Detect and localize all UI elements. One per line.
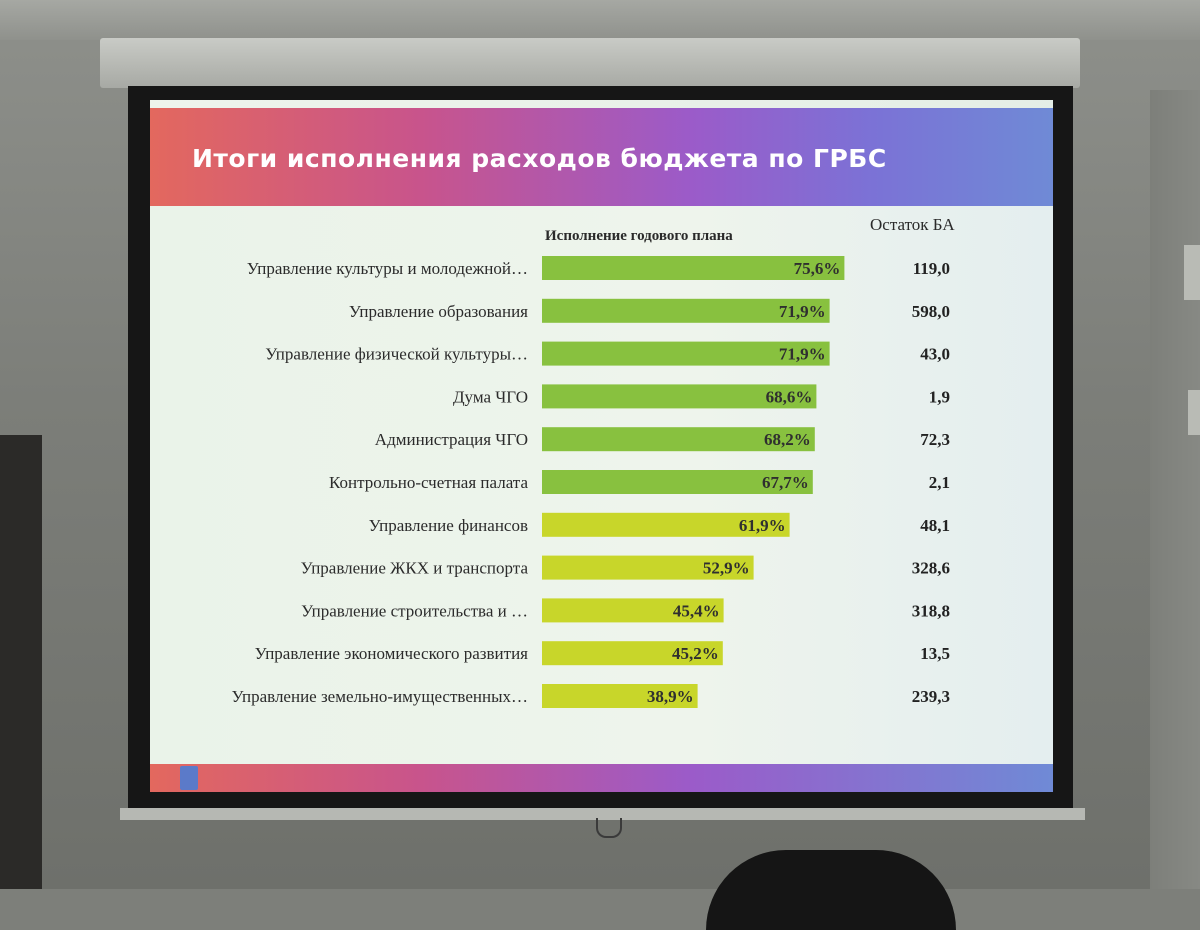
door-left	[0, 435, 42, 889]
rest-value-label: 328,6	[912, 559, 950, 578]
projector-screen-case	[100, 38, 1080, 88]
bar	[542, 512, 790, 537]
category-label: Управление физической культуры…	[265, 345, 528, 364]
bar	[542, 555, 754, 580]
rest-value-label: 239,3	[912, 687, 950, 706]
audience-head	[706, 850, 956, 930]
bar	[542, 641, 723, 666]
category-label: Управление культуры и молодежной…	[247, 259, 528, 278]
category-label: Дума ЧГО	[453, 387, 528, 406]
category-label: Управление финансов	[369, 516, 528, 535]
bar	[542, 341, 830, 366]
wall-switch	[1188, 390, 1200, 435]
rest-value-label: 2,1	[929, 473, 950, 492]
bar-value-label: 45,4%	[673, 601, 720, 620]
rest-value-label: 119,0	[913, 259, 950, 278]
bar-value-label: 61,9%	[739, 516, 786, 535]
title-band	[150, 108, 1053, 206]
rest-value-label: 48,1	[920, 516, 950, 535]
rest-value-label: 72,3	[920, 430, 950, 449]
bar-value-label: 75,6%	[794, 259, 841, 278]
bar	[542, 470, 813, 494]
bar-value-label: 52,9%	[703, 559, 750, 578]
bar-value-label: 71,9%	[779, 345, 826, 364]
screen-pull-handle	[596, 818, 622, 838]
city-emblem-icon	[180, 766, 198, 790]
bar-value-label: 38,9%	[647, 687, 694, 706]
plan-column-header: Исполнение годового плана	[545, 228, 733, 244]
bar	[542, 298, 830, 323]
bar	[542, 384, 817, 409]
category-label: Управление образования	[349, 302, 528, 321]
bar-value-label: 68,2%	[764, 430, 811, 449]
wall-switch	[1184, 245, 1200, 300]
bar-value-label: 71,9%	[779, 302, 826, 321]
rest-value-label: 43,0	[920, 345, 950, 364]
presentation-slide: Итоги исполнения расходов бюджета по ГРБ…	[150, 100, 1053, 792]
category-label: Управление земельно-имущественных…	[231, 687, 528, 706]
category-label: Управление строительства и …	[301, 601, 528, 620]
bar-value-label: 68,6%	[766, 387, 813, 406]
slide-title: Итоги исполнения расходов бюджета по ГРБ…	[192, 144, 887, 173]
bar	[542, 427, 815, 452]
category-label: Управление экономического развития	[255, 644, 529, 663]
bar	[542, 256, 845, 280]
category-label: Администрация ЧГО	[375, 430, 528, 449]
bar-value-label: 45,2%	[672, 644, 719, 663]
projector-screen-bottom-bar	[120, 808, 1085, 820]
wall-trim	[1150, 90, 1200, 889]
rest-value-label: 1,9	[929, 387, 950, 406]
footer-band	[150, 764, 1053, 792]
rest-column-header: Остаток БА	[870, 215, 955, 234]
budget-bar-chart: Управление культуры и молодежной… 75,6% 11…	[231, 256, 950, 708]
bar	[542, 684, 698, 708]
ceiling	[0, 0, 1200, 40]
rest-value-label: 598,0	[912, 302, 950, 321]
bar-value-label: 67,7%	[762, 473, 809, 492]
rest-value-label: 13,5	[920, 644, 950, 663]
bar	[542, 598, 724, 623]
category-label: Управление ЖКХ и транспорта	[301, 559, 529, 578]
rest-value-label: 318,8	[912, 601, 950, 620]
category-label: Контрольно-счетная палата	[329, 473, 528, 492]
